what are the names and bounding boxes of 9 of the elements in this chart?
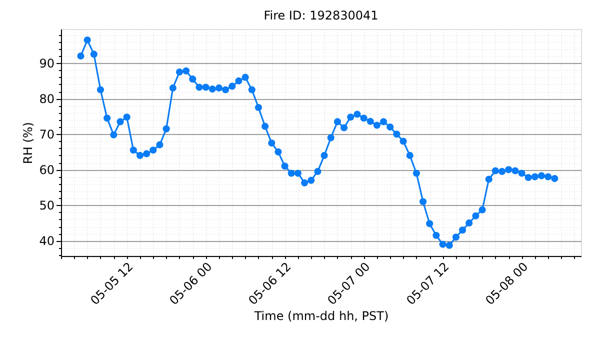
y-tick-label: 60 bbox=[39, 163, 54, 178]
y-tick-label: 90 bbox=[39, 56, 54, 71]
chart-title: Fire ID: 192830041 bbox=[264, 8, 378, 23]
y-axis-title: RH (%) bbox=[21, 122, 36, 164]
y-tick-label: 40 bbox=[39, 234, 54, 248]
y-tick-label: 70 bbox=[39, 128, 54, 142]
x-axis-title: Time (mm-dd hh, PST) bbox=[253, 308, 389, 323]
y-tick-label: 80 bbox=[39, 92, 54, 106]
y-tick-label: 50 bbox=[39, 198, 54, 213]
